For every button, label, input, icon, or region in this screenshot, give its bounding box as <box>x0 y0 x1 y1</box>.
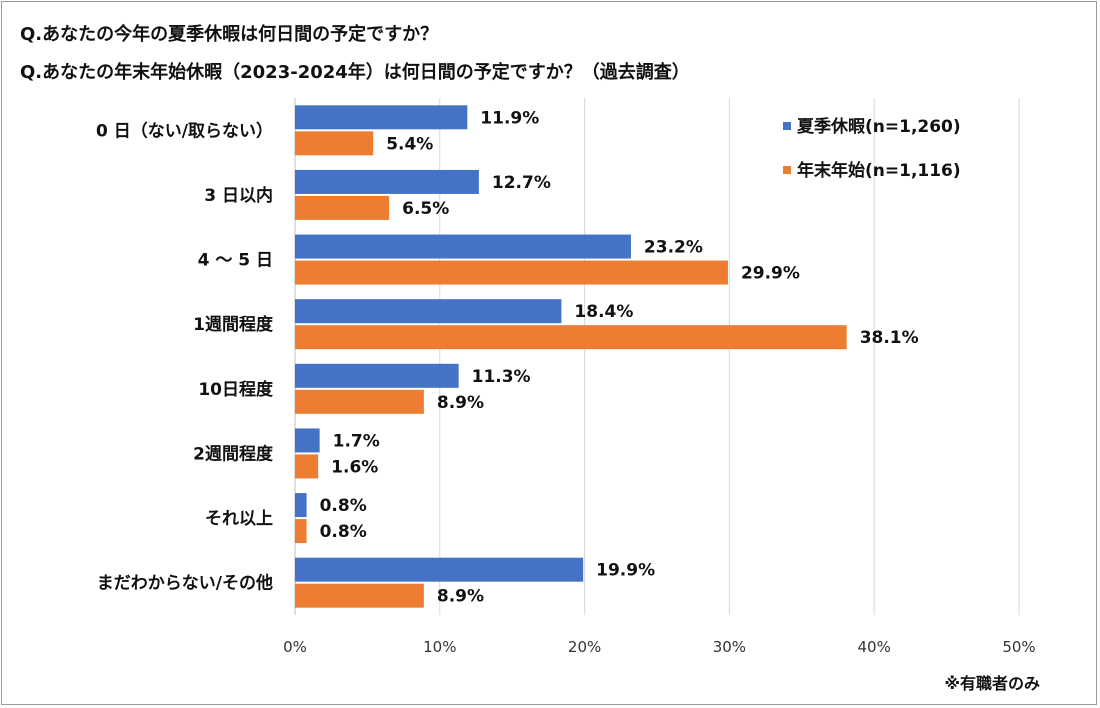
bar-newyear <box>295 195 390 220</box>
bar-newyear <box>295 389 424 414</box>
data-label: 18.4% <box>574 302 633 322</box>
data-label: 6.5% <box>402 199 449 219</box>
bar-newyear <box>295 519 307 544</box>
bar-summer <box>295 234 631 259</box>
data-label: 0.8% <box>320 522 367 542</box>
data-label: 11.3% <box>472 367 531 387</box>
bar-summer <box>295 363 459 388</box>
x-tick-label: 20% <box>568 638 601 656</box>
bar-summer <box>295 105 468 130</box>
data-label: 38.1% <box>860 328 919 348</box>
x-tick-label: 50% <box>1002 638 1035 656</box>
bar-summer <box>295 299 562 324</box>
x-tick-label: 40% <box>858 638 891 656</box>
data-label: 1.7% <box>333 431 380 451</box>
footnote: ※有職者のみ <box>944 674 1040 693</box>
x-tick-label: 30% <box>713 638 746 656</box>
legend-swatch <box>783 166 791 174</box>
bar-summer <box>295 428 320 453</box>
bar-summer <box>295 493 307 518</box>
category-label: 0 日（ない/取らない） <box>96 120 273 141</box>
category-label: まだわからない/その他 <box>97 573 273 594</box>
chart-title-summer: Q.あなたの今年の夏季休暇は何日間の予定ですか？ <box>20 24 439 45</box>
data-label: 12.7% <box>492 173 551 193</box>
chart-title-newyear: Q.あなたの年末年始休暇（2023-2024年）は何日間の予定ですか？（過去調査… <box>20 62 690 83</box>
data-label: 11.9% <box>480 108 539 128</box>
category-label: それ以上 <box>205 509 273 529</box>
data-label: 29.9% <box>741 264 800 284</box>
legend-swatch <box>783 122 791 130</box>
category-label: 3 日以内 <box>204 185 273 206</box>
data-label: 5.4% <box>386 134 433 154</box>
bar-newyear <box>295 583 424 608</box>
data-label: 8.9% <box>437 393 484 413</box>
bar-newyear <box>295 454 319 479</box>
data-label: 23.2% <box>644 238 703 258</box>
category-label: 10日程度 <box>198 379 274 400</box>
legend-label: 年末年始(n=1,116) <box>797 160 961 181</box>
x-tick-label: 0% <box>283 638 307 656</box>
bar-newyear <box>295 260 728 285</box>
bar-newyear <box>295 325 847 350</box>
bar-newyear <box>295 131 374 156</box>
data-label: 19.9% <box>596 561 655 581</box>
category-label: 4 ～ 5 日 <box>198 251 273 271</box>
category-label: 1週間程度 <box>193 314 274 335</box>
legend-label: 夏季休暇(n=1,260) <box>797 116 961 137</box>
data-label: 1.6% <box>331 457 378 477</box>
data-label: 8.9% <box>437 587 484 607</box>
data-label: 0.8% <box>320 496 367 516</box>
category-label: 2週間程度 <box>193 443 274 464</box>
bar-summer <box>295 169 479 194</box>
x-tick-label: 10% <box>423 638 456 656</box>
bar-summer <box>295 557 584 582</box>
